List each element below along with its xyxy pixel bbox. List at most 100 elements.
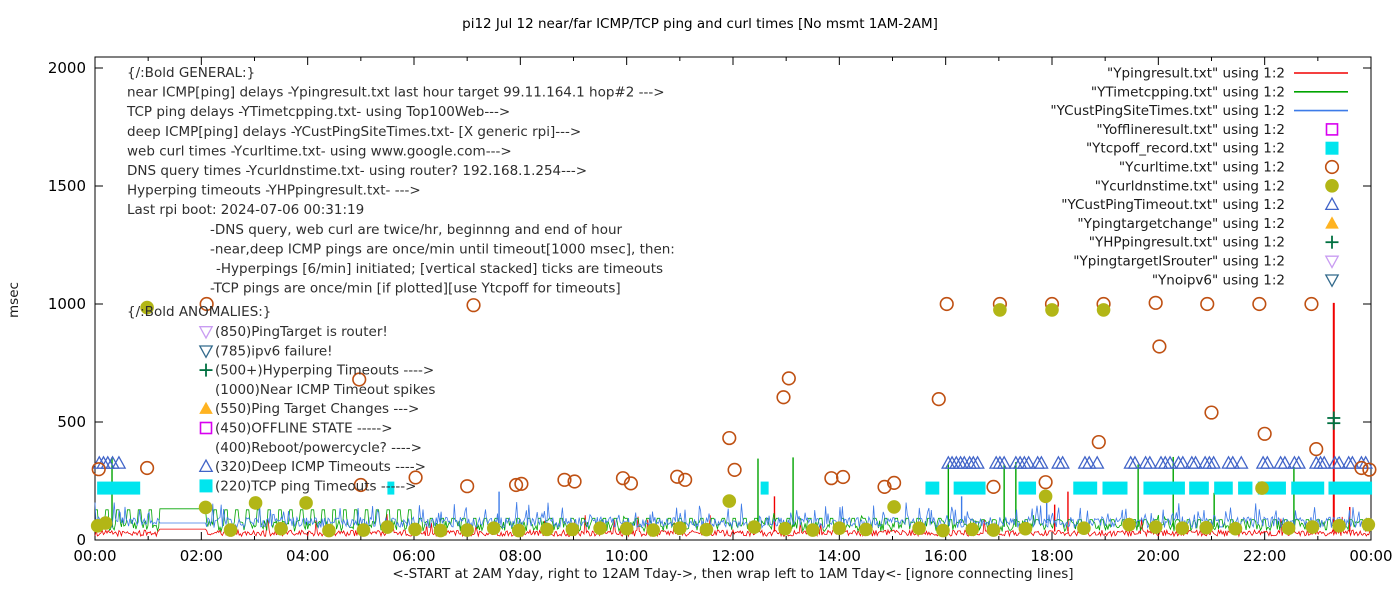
dns_query-point bbox=[198, 500, 213, 515]
x-axis-label: <-START at 2AM Yday, right to 12AM Tday-… bbox=[392, 566, 1073, 582]
web_curl-point bbox=[615, 471, 631, 486]
deep_icmp_timeouts-point bbox=[1233, 455, 1249, 469]
deep_icmp_timeouts-point bbox=[1138, 455, 1153, 469]
deep_icmp_timeouts-point bbox=[1127, 455, 1143, 469]
general-line: -Hyperpings [6/min] initiated; [vertical… bbox=[216, 261, 663, 277]
x-tick-label: 16:00 bbox=[924, 547, 967, 565]
x-tick-label: 08:00 bbox=[499, 547, 542, 565]
tcp_off_record-segment bbox=[925, 481, 940, 495]
anomaly-square-filled bbox=[199, 479, 213, 493]
x-tick-label: 00:00 bbox=[1349, 547, 1392, 565]
deep_icmp_timeouts-point bbox=[1277, 455, 1293, 469]
dns_query-point bbox=[832, 521, 847, 535]
tcp_off_record-segment bbox=[1189, 481, 1209, 495]
dns_query-point bbox=[1096, 303, 1111, 317]
web_curl-point bbox=[199, 296, 214, 312]
dns_query-point bbox=[1175, 521, 1190, 535]
deep_icmp_timeouts-point bbox=[1017, 455, 1032, 469]
legend-label: "Ypingresult.txt" using 1:2 bbox=[1107, 66, 1285, 82]
anomaly-line: (450)OFFLINE STATE -----> bbox=[215, 421, 393, 437]
tcp_off_record-segment bbox=[760, 481, 769, 495]
dns_query-point bbox=[593, 521, 607, 535]
tcp_off_record-segment bbox=[1018, 481, 1037, 495]
x-tick-label: 14:00 bbox=[818, 547, 861, 565]
deep_icmp_timeouts-point bbox=[996, 455, 1012, 469]
legend-circle-open bbox=[1324, 159, 1340, 175]
web_curl-point bbox=[931, 392, 946, 407]
web_curl-point bbox=[986, 479, 1001, 495]
chart-title: pi12 Jul 12 near/far ICMP/TCP ping and c… bbox=[462, 16, 938, 32]
anomaly-triangle-up-filled bbox=[199, 401, 213, 414]
y-tick-label: 500 bbox=[57, 413, 86, 431]
dns_query-point bbox=[1148, 520, 1163, 534]
anomaly-line: (320)Deep ICMP Timeouts ----> bbox=[215, 459, 426, 475]
deep_icmp_timeouts-point bbox=[1055, 455, 1070, 469]
legend-square-filled bbox=[1325, 141, 1339, 155]
dns_query-point bbox=[912, 521, 926, 535]
dns_query-point bbox=[98, 516, 113, 530]
general-line: -DNS query, web curl are twice/hr, begin… bbox=[210, 222, 623, 238]
web_curl-point bbox=[1354, 460, 1369, 476]
legend-label: "YTimetcpping.txt" using 1:2 bbox=[1091, 84, 1285, 100]
web_curl-point bbox=[727, 462, 742, 478]
legend-triangle-down-open bbox=[1324, 255, 1340, 269]
x-tick-label: 02:00 bbox=[180, 547, 223, 565]
dns_query-point bbox=[565, 522, 580, 537]
dns_query-point bbox=[1077, 521, 1091, 535]
web_curl-point bbox=[1038, 475, 1053, 490]
dns_query-point bbox=[1038, 489, 1053, 504]
near_icmp-trace bbox=[94, 513, 1371, 538]
tcp_off_record-segment bbox=[387, 481, 395, 495]
general-line: Last rpi boot: 2024-07-06 00:31:19 bbox=[127, 202, 364, 218]
web_curl-point bbox=[140, 460, 155, 476]
deep_icmp_timeouts-point bbox=[1021, 455, 1036, 469]
anomaly-line: (550)Ping Target Changes ---> bbox=[215, 401, 419, 417]
series-hyperping_timeouts bbox=[1327, 411, 1341, 430]
anomaly-square-open bbox=[199, 421, 213, 435]
deep_icmp_timeouts-point bbox=[1089, 455, 1105, 469]
chart-generated-content: 00:00 02:00 04:00 06:00 08:00 10:00 12:00 14:00… bbox=[48, 56, 1393, 565]
dns_query-point bbox=[299, 496, 313, 510]
web_curl-point bbox=[1152, 339, 1167, 354]
dns_query-point bbox=[1361, 517, 1376, 532]
legend-label: "YCustPingSiteTimes.txt" using 1:2 bbox=[1050, 103, 1285, 119]
x-tick-label: 20:00 bbox=[1137, 547, 1180, 565]
axis-ticks: 00:00 02:00 04:00 06:00 08:00 10:00 12:00 14:00… bbox=[48, 57, 1393, 565]
y-axis-label: msec bbox=[6, 282, 22, 318]
tcp_off_record-segment bbox=[953, 481, 986, 495]
web_curl-point bbox=[1252, 296, 1267, 312]
x-tick-label: 18:00 bbox=[1030, 547, 1073, 565]
legend-label: "YCustPingTimeout.txt" using 1:2 bbox=[1061, 197, 1285, 213]
dns_query-point bbox=[274, 521, 288, 536]
general-line: web curl times -Ycurltime.txt- using www… bbox=[127, 143, 512, 159]
dns_query-point bbox=[1018, 521, 1033, 536]
web_curl-point bbox=[623, 476, 639, 491]
web_curl-point bbox=[877, 479, 892, 495]
web_curl-point bbox=[557, 472, 572, 487]
series-deep_icmp_timeouts bbox=[91, 455, 1373, 469]
anomaly-triangle-down-open bbox=[198, 345, 214, 359]
web_curl-point bbox=[352, 372, 367, 387]
legend-label: "YpingtargetISrouter" using 1:2 bbox=[1073, 254, 1285, 270]
y-tick-label: 1500 bbox=[48, 177, 86, 195]
web_curl-point bbox=[1309, 442, 1324, 457]
deep_icmp_timeouts-point bbox=[970, 455, 985, 469]
web_curl-point bbox=[1204, 405, 1219, 420]
deep_icmp_timeouts-point bbox=[1171, 455, 1186, 469]
series-band-tcp_off_record bbox=[97, 481, 1373, 495]
dns_query-point bbox=[1332, 519, 1346, 533]
dns_query-point bbox=[778, 521, 792, 536]
web_curl-point bbox=[466, 298, 481, 313]
dns_query-point bbox=[223, 523, 238, 537]
dns_query-point bbox=[859, 522, 873, 537]
legend-label: "Ycurltime.txt" using 1:2 bbox=[1119, 160, 1285, 176]
deep_icmp_timeouts-point bbox=[1221, 455, 1236, 469]
anomaly-line: (1000)Near ICMP Timeout spikes bbox=[215, 382, 435, 398]
dns_query-point bbox=[986, 523, 1001, 537]
web_curl-point bbox=[1091, 434, 1106, 450]
dns_query-point bbox=[673, 521, 687, 535]
dns_query-point bbox=[993, 303, 1007, 317]
legend-label: "Ypingtargetchange" using 1:2 bbox=[1077, 216, 1285, 232]
x-tick-label: 22:00 bbox=[1243, 547, 1286, 565]
dns_query-point bbox=[1228, 521, 1243, 536]
